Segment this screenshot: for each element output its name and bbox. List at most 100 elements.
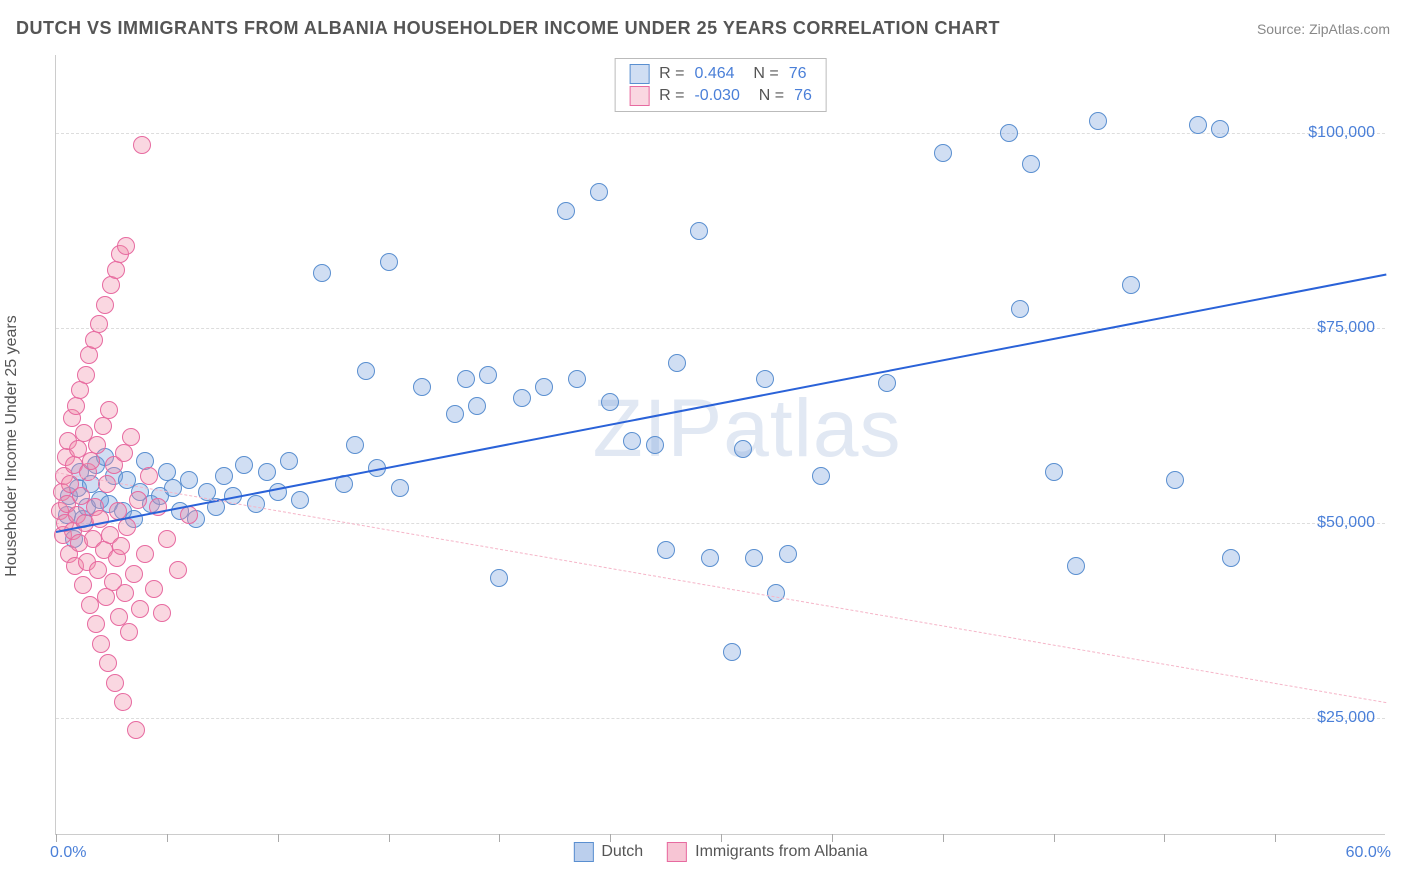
- trend-line: [56, 273, 1386, 532]
- scatter-point: [557, 202, 575, 220]
- scatter-point: [391, 479, 409, 497]
- scatter-point: [357, 362, 375, 380]
- series-swatch: [629, 86, 649, 106]
- scatter-point: [269, 483, 287, 501]
- scatter-point: [106, 674, 124, 692]
- scatter-point: [98, 475, 116, 493]
- scatter-point: [756, 370, 774, 388]
- scatter-point: [97, 588, 115, 606]
- scatter-point: [169, 561, 187, 579]
- correlation-stats-box: R = 0.464 N = 76R = -0.030 N = 76: [614, 58, 827, 112]
- scatter-point: [88, 436, 106, 454]
- legend-item: Dutch: [573, 842, 643, 862]
- scatter-point: [215, 467, 233, 485]
- x-tick: [832, 834, 833, 842]
- scatter-point: [85, 331, 103, 349]
- x-tick: [56, 834, 57, 842]
- scatter-point: [878, 374, 896, 392]
- y-tick-label: $25,000: [1317, 709, 1375, 727]
- scatter-point: [590, 183, 608, 201]
- stat-r-label: R =: [659, 63, 684, 85]
- scatter-point: [136, 545, 154, 563]
- scatter-point: [1089, 112, 1107, 130]
- scatter-point: [1000, 124, 1018, 142]
- scatter-point: [145, 580, 163, 598]
- scatter-point: [235, 456, 253, 474]
- stat-n-value: 76: [789, 63, 807, 85]
- scatter-point: [734, 440, 752, 458]
- scatter-point: [779, 545, 797, 563]
- scatter-point: [120, 623, 138, 641]
- scatter-point: [153, 604, 171, 622]
- scatter-point: [180, 471, 198, 489]
- legend-swatch: [667, 842, 687, 862]
- stat-n-label: N =: [750, 85, 784, 107]
- scatter-point: [258, 463, 276, 481]
- scatter-point: [131, 600, 149, 618]
- x-tick: [610, 834, 611, 842]
- stat-r-value: 0.464: [694, 63, 734, 85]
- x-tick: [1054, 834, 1055, 842]
- scatter-point: [623, 432, 641, 450]
- scatter-point: [601, 393, 619, 411]
- x-tick: [721, 834, 722, 842]
- gridline: [56, 523, 1385, 524]
- chart-title: DUTCH VS IMMIGRANTS FROM ALBANIA HOUSEHO…: [16, 18, 1000, 39]
- gridline: [56, 133, 1385, 134]
- scatter-point: [115, 444, 133, 462]
- scatter-point: [122, 428, 140, 446]
- scatter-point: [94, 417, 112, 435]
- watermark: ZIPatlas: [593, 382, 902, 476]
- scatter-point: [82, 452, 100, 470]
- trend-line: [56, 472, 1386, 703]
- legend-item: Immigrants from Albania: [667, 842, 868, 862]
- scatter-point: [140, 467, 158, 485]
- scatter-point: [77, 366, 95, 384]
- scatter-point: [117, 237, 135, 255]
- legend-label: Dutch: [601, 843, 643, 861]
- scatter-point: [668, 354, 686, 372]
- stats-row: R = 0.464 N = 76: [629, 63, 812, 85]
- plot-area: ZIPatlas R = 0.464 N = 76R = -0.030 N = …: [55, 55, 1385, 835]
- scatter-point: [657, 541, 675, 559]
- scatter-point: [646, 436, 664, 454]
- scatter-point: [457, 370, 475, 388]
- y-tick-label: $75,000: [1317, 319, 1375, 337]
- stat-r-value: -0.030: [694, 85, 739, 107]
- stat-n-label: N =: [745, 63, 779, 85]
- scatter-point: [1067, 557, 1085, 575]
- y-tick-label: $50,000: [1317, 514, 1375, 532]
- scatter-point: [107, 261, 125, 279]
- scatter-point: [535, 378, 553, 396]
- stat-r-label: R =: [659, 85, 684, 107]
- x-tick: [499, 834, 500, 842]
- scatter-point: [690, 222, 708, 240]
- scatter-point: [745, 549, 763, 567]
- scatter-point: [1189, 116, 1207, 134]
- scatter-point: [80, 346, 98, 364]
- scatter-point: [812, 467, 830, 485]
- scatter-point: [446, 405, 464, 423]
- x-tick: [278, 834, 279, 842]
- scatter-point: [67, 397, 85, 415]
- scatter-point: [1011, 300, 1029, 318]
- scatter-point: [1122, 276, 1140, 294]
- stats-row: R = -0.030 N = 76: [629, 85, 812, 107]
- x-axis-max-label: 60.0%: [1346, 844, 1391, 862]
- gridline: [56, 328, 1385, 329]
- scatter-point: [346, 436, 364, 454]
- scatter-point: [96, 296, 114, 314]
- y-axis-title: Householder Income Under 25 years: [3, 315, 21, 576]
- scatter-point: [1166, 471, 1184, 489]
- x-tick: [167, 834, 168, 842]
- scatter-point: [116, 584, 134, 602]
- gridline: [56, 718, 1385, 719]
- scatter-point: [1211, 120, 1229, 138]
- scatter-point: [723, 643, 741, 661]
- scatter-point: [380, 253, 398, 271]
- scatter-point: [112, 537, 130, 555]
- scatter-point: [568, 370, 586, 388]
- legend-swatch: [573, 842, 593, 862]
- scatter-point: [102, 276, 120, 294]
- scatter-point: [129, 491, 147, 509]
